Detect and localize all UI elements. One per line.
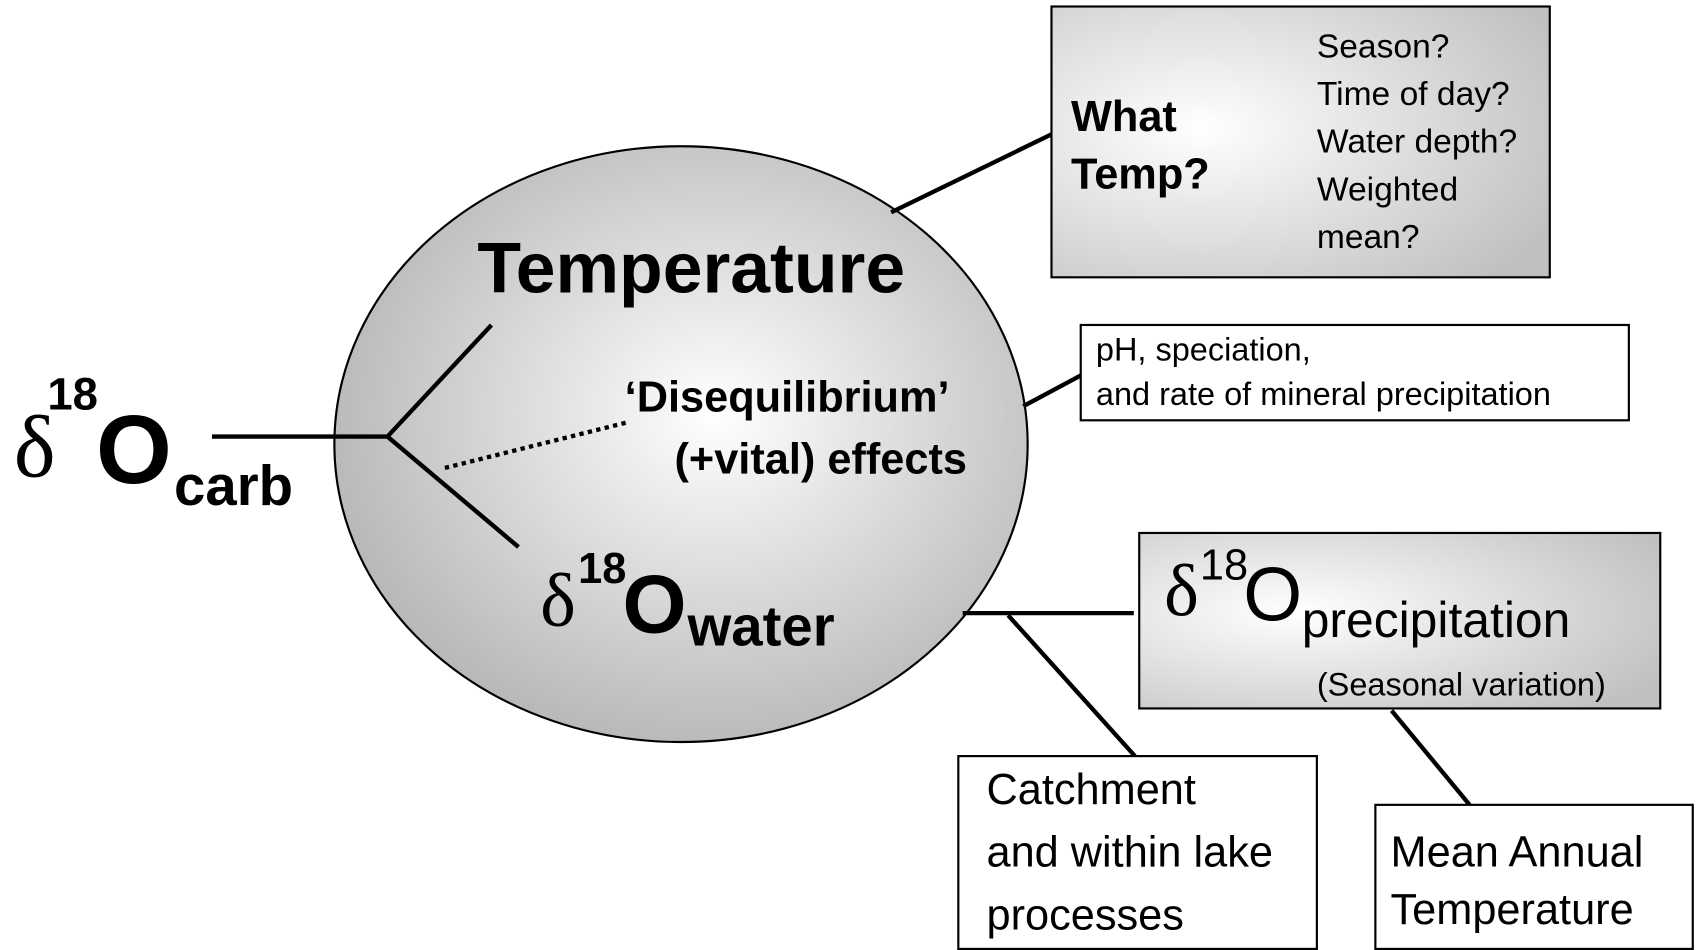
subscript: water: [687, 595, 835, 658]
disequilibrium-label: ‘Disequilibrium’: [625, 374, 950, 422]
dotted-connector: [444, 420, 628, 471]
note-line: pH, speciation,: [1096, 332, 1311, 368]
ellipse: [333, 145, 1029, 744]
precipitation-note: (Seasonal variation): [1317, 666, 1606, 702]
superscript: 18: [1200, 542, 1248, 590]
subscript: carb: [174, 454, 293, 517]
delta: δ: [540, 559, 576, 643]
precipitation-box: [1138, 531, 1662, 710]
delta: δ: [14, 399, 56, 497]
question: Time of day?: [1317, 76, 1510, 113]
superscript: 18: [47, 368, 98, 419]
catchment-box: [957, 755, 1318, 950]
question: Weighted: [1317, 171, 1458, 208]
what-temp-title: Temp?: [1071, 150, 1210, 198]
question: Season?: [1317, 28, 1450, 65]
connector: [1006, 613, 1137, 758]
question: Water depth?: [1317, 124, 1517, 161]
connector: [1389, 709, 1472, 807]
element: O: [1243, 553, 1302, 638]
mean-annual-line: Temperature: [1391, 886, 1634, 934]
effects-label: (+vital) effects: [675, 435, 967, 483]
mean-annual-box: [1374, 803, 1694, 950]
connector: [385, 323, 494, 439]
delta: δ: [1164, 549, 1199, 631]
catchment-line: processes: [986, 891, 1183, 939]
catchment-line: Catchment: [986, 766, 1195, 814]
what-temp-title: What: [1071, 93, 1177, 141]
catchment-line: and within lake: [986, 829, 1273, 877]
what-temp-box: [1050, 5, 1551, 279]
superscript: 18: [578, 545, 626, 593]
connector: [1022, 371, 1086, 409]
note-line: and rate of mineral precipitation: [1096, 376, 1551, 412]
connector: [386, 434, 520, 549]
element: O: [96, 395, 172, 504]
disequilibrium-note-box: [1079, 323, 1630, 422]
mean-annual-line: Mean Annual: [1391, 829, 1644, 877]
question: mean?: [1317, 219, 1420, 256]
connector: [890, 132, 1053, 215]
temperature-label: Temperature: [477, 228, 905, 308]
root-label: δ 18 O carb: [14, 368, 293, 516]
element: O: [623, 559, 687, 651]
subscript: precipitation: [1302, 592, 1571, 648]
water-label: δ 18 O water: [540, 545, 835, 658]
